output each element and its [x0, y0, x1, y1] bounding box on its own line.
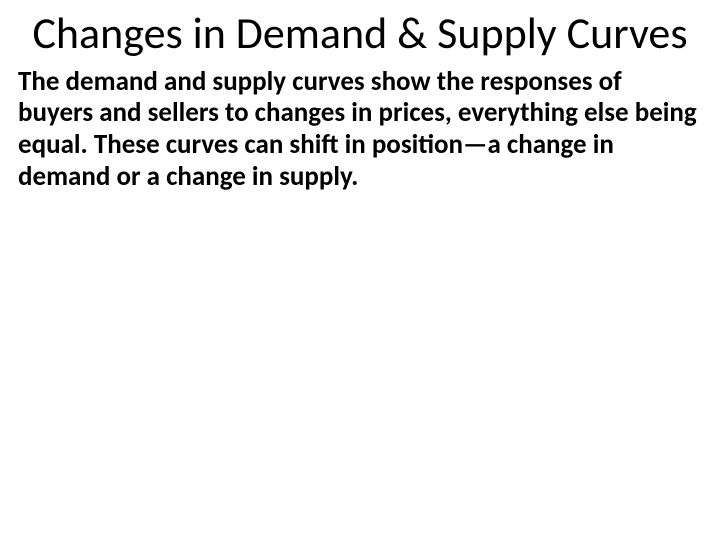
slide: Changes in Demand & Supply Curves The de… [0, 0, 720, 540]
slide-body-text: The demand and supply curves show the re… [18, 66, 702, 193]
slide-title: Changes in Demand & Supply Curves [18, 10, 702, 58]
